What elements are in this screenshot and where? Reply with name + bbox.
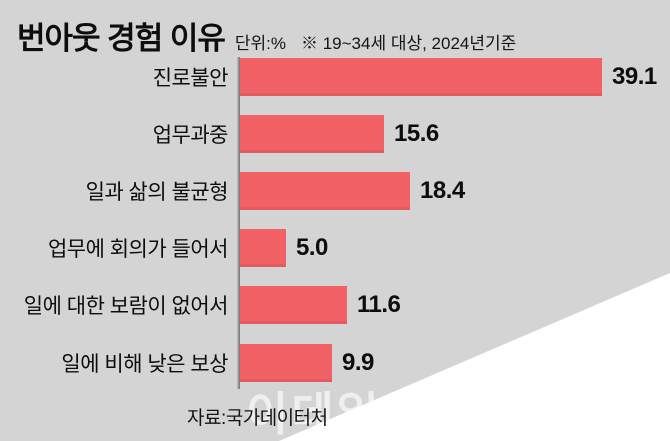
bar [240, 58, 602, 96]
category-label: 일에 비해 낮은 보상 [61, 353, 228, 376]
unit-label: 단위:% [234, 34, 286, 53]
bar [240, 115, 384, 153]
bar [240, 344, 332, 382]
category-label: 일과 삶의 불균형 [85, 181, 229, 204]
value-label: 5.0 [296, 234, 328, 261]
category-label: 업무에 회의가 들어서 [47, 238, 229, 261]
chart-title: 번아웃 경험 이유 [17, 21, 226, 56]
value-label: 9.9 [342, 349, 374, 376]
bar [240, 229, 286, 267]
value-label: 18.4 [420, 177, 465, 204]
value-label: 11.6 [357, 291, 401, 318]
axis-baseline [237, 57, 240, 389]
category-label: 진로불안 [152, 67, 229, 90]
category-label: 일에 대한 보람이 없어서 [23, 295, 229, 318]
category-label: 업무과중 [152, 124, 229, 147]
bar [240, 172, 410, 210]
bar [240, 286, 347, 324]
chart-header: 번아웃 경험 이유 단위:% ※ 19~34세 대상, 2024년기준 [17, 13, 516, 58]
value-label: 39.1 [612, 63, 657, 90]
value-label: 15.6 [394, 120, 439, 147]
source-label: 자료:국가데이터처 [187, 408, 328, 429]
scope-note: ※ 19~34세 대상, 2024년기준 [301, 34, 517, 53]
